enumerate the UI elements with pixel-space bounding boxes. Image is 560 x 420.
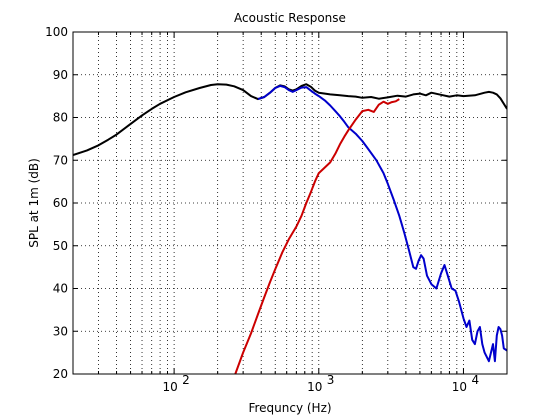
y-tick-label: 40 <box>53 282 68 296</box>
y-tick-label: 100 <box>45 25 68 39</box>
x-tick-label: 10 <box>307 380 322 394</box>
y-axis-label: SPL at 1m (dB) <box>27 158 41 248</box>
x-tick-exponent: 3 <box>327 373 335 387</box>
x-tick-label: 10 <box>452 380 467 394</box>
y-tick-label: 80 <box>53 111 68 125</box>
x-tick-exponent: 2 <box>182 373 190 387</box>
y-tick-label: 20 <box>53 367 68 381</box>
series-line-2 <box>257 84 507 363</box>
data-lines <box>73 83 507 374</box>
y-tick-label: 50 <box>53 239 68 253</box>
chart-title: Acoustic Response <box>234 11 346 25</box>
x-tick-exponent: 4 <box>471 373 479 387</box>
series-line-3 <box>234 98 400 374</box>
y-tick-label: 60 <box>53 196 68 210</box>
x-tick-label: 10 <box>162 380 177 394</box>
x-axis-label: Frequncy (Hz) <box>248 401 331 415</box>
y-tick-label: 30 <box>53 324 68 338</box>
series-line-1 <box>73 83 507 157</box>
y-tick-label: 90 <box>53 68 68 82</box>
y-tick-label: 70 <box>53 153 68 167</box>
axis-ticks: 20 30 40 50 60 70 80 90 100 10 2 10 3 10 4 <box>45 25 507 394</box>
